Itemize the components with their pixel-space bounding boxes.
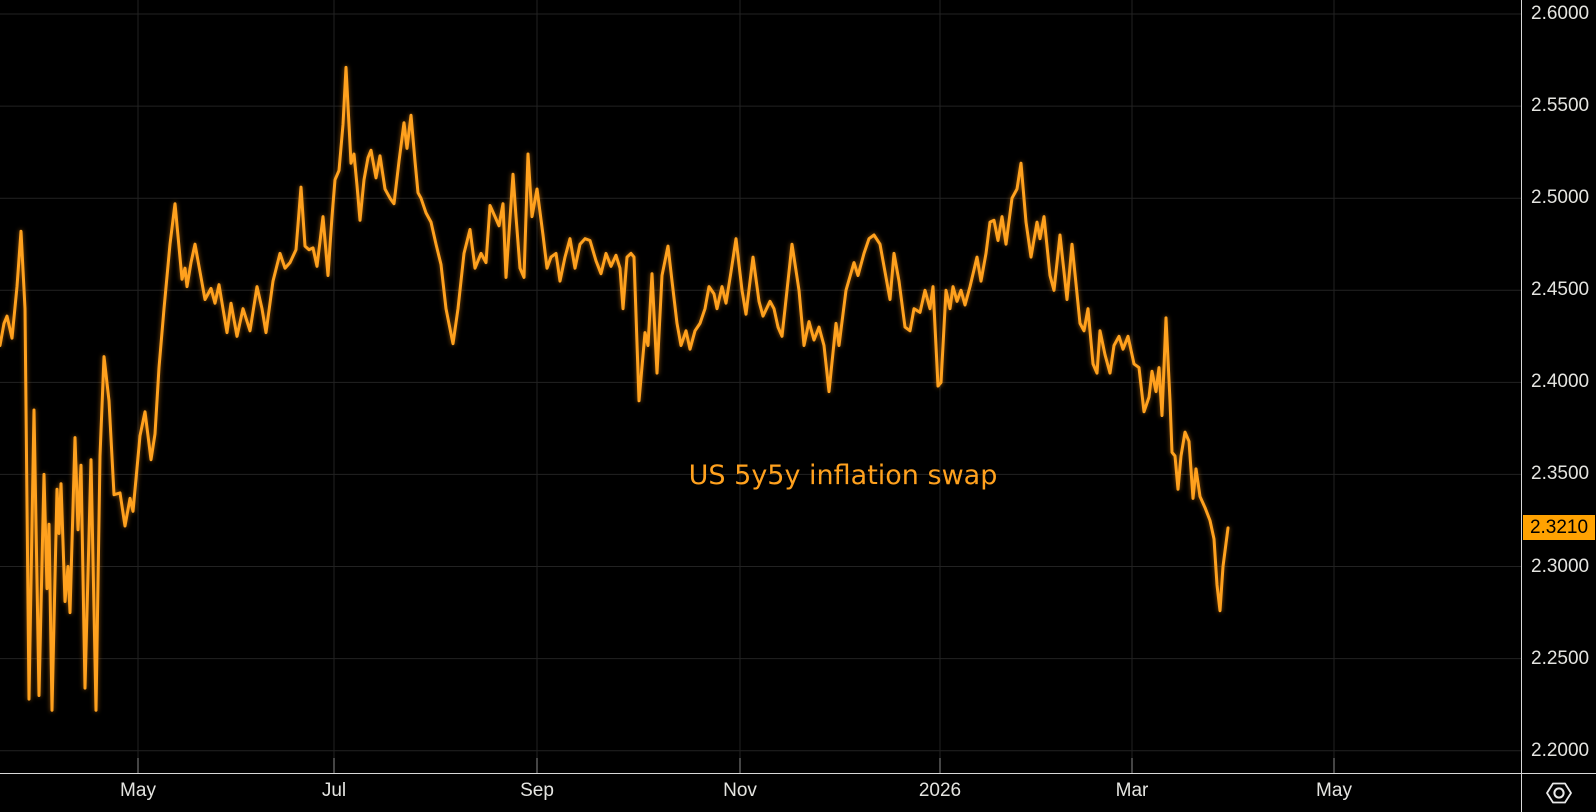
chart-canvas[interactable]: [0, 0, 1521, 773]
x-axis-tick-label: May: [120, 780, 156, 801]
y-axis-tick-label: 2.4000: [1531, 371, 1590, 392]
x-axis-line: [0, 773, 1596, 774]
y-axis-line: [1521, 0, 1522, 812]
x-axis-tick-label: 2026: [918, 780, 962, 801]
x-axis-tick-label: Nov: [723, 780, 757, 801]
y-axis-tick-label: 2.6000: [1531, 3, 1590, 24]
x-axis-tick-label: Mar: [1115, 780, 1149, 801]
x-axis-tick-label: Sep: [520, 780, 554, 801]
y-axis-tick-label: 2.5000: [1531, 187, 1590, 208]
y-axis-tick-label: 2.3000: [1531, 556, 1590, 577]
y-axis-tick-label: 2.2000: [1531, 740, 1590, 761]
y-axis-tick-label: 2.4500: [1531, 279, 1590, 300]
x-axis[interactable]: May Jul Sep Nov 2026 Mar May: [0, 774, 1521, 812]
axis-corner: [1522, 774, 1596, 812]
nut-hexagon-icon[interactable]: [1544, 780, 1574, 806]
y-axis-tick-label: 2.2500: [1531, 648, 1590, 669]
x-axis-tick-label: May: [1316, 780, 1352, 801]
y-axis-tick-label: 2.5500: [1531, 95, 1590, 116]
x-axis-tick-label: Jul: [321, 780, 347, 801]
y-axis-tick-label: 2.3500: [1531, 463, 1590, 484]
last-price-badge: 2.3210: [1523, 515, 1595, 540]
plot-area[interactable]: US 5y5y inflation swap: [0, 0, 1521, 773]
price-line: [0, 65, 1230, 712]
chart-title: US 5y5y inflation swap: [688, 460, 998, 491]
y-axis[interactable]: 2.6000 2.5500 2.5000 2.4500 2.4000 2.3500 2.30…: [1522, 0, 1596, 773]
